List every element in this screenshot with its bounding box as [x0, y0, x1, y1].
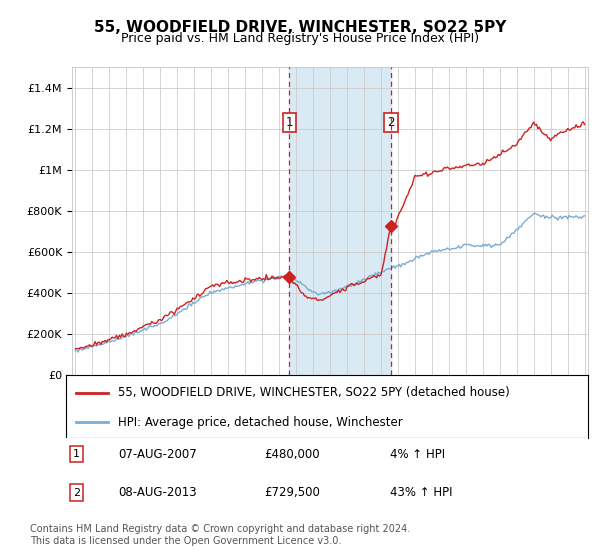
Text: 55, WOODFIELD DRIVE, WINCHESTER, SO22 5PY (detached house): 55, WOODFIELD DRIVE, WINCHESTER, SO22 5P…: [118, 386, 510, 399]
Text: 1: 1: [286, 116, 293, 129]
Text: £729,500: £729,500: [265, 486, 320, 500]
Text: £480,000: £480,000: [265, 447, 320, 460]
Text: 2: 2: [73, 488, 80, 498]
Bar: [289, 67, 391, 375]
Text: HPI: Average price, detached house, Winchester: HPI: Average price, detached house, Winc…: [118, 416, 403, 429]
Text: Price paid vs. HM Land Registry's House Price Index (HPI): Price paid vs. HM Land Registry's House …: [121, 32, 479, 45]
Text: 55, WOODFIELD DRIVE, WINCHESTER, SO22 5PY: 55, WOODFIELD DRIVE, WINCHESTER, SO22 5P…: [94, 20, 506, 35]
Text: 4% ↑ HPI: 4% ↑ HPI: [389, 447, 445, 460]
Text: 1: 1: [73, 449, 80, 459]
Text: 43% ↑ HPI: 43% ↑ HPI: [389, 486, 452, 500]
Text: 07-AUG-2007: 07-AUG-2007: [118, 447, 197, 460]
Text: Contains HM Land Registry data © Crown copyright and database right 2024.
This d: Contains HM Land Registry data © Crown c…: [30, 524, 410, 546]
Text: 08-AUG-2013: 08-AUG-2013: [118, 486, 197, 500]
Text: 2: 2: [388, 116, 395, 129]
